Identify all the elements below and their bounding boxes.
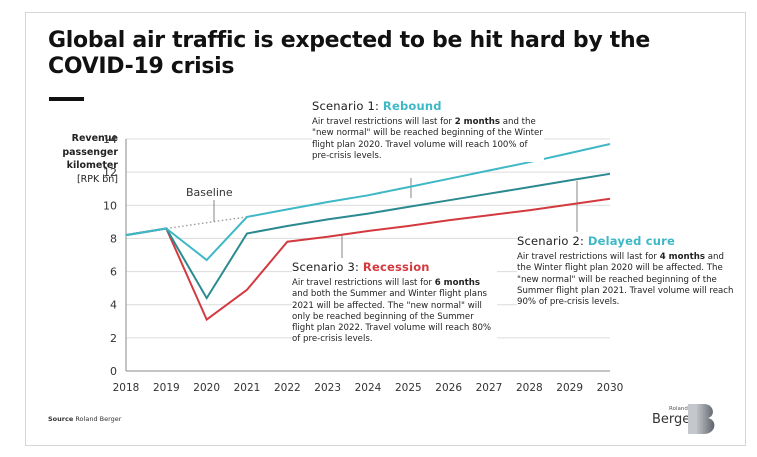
- x-tick-label: 2025: [395, 382, 422, 394]
- y-tick-label: 14: [103, 133, 117, 146]
- y-tick-label: 10: [103, 199, 117, 212]
- series-lines: [125, 143, 611, 322]
- x-tick-label: 2027: [476, 382, 503, 394]
- scenario2-text-after: and the Winter flight plan 2020 will be …: [517, 252, 734, 308]
- source-value: Roland Berger: [75, 415, 122, 423]
- y-tick-label: 8: [110, 232, 117, 245]
- series-line-rebound: [125, 143, 611, 262]
- title-rule: [49, 97, 84, 101]
- x-tick-label: 2023: [314, 382, 341, 394]
- scenario3-description: Air travel restrictions will last for 6 …: [292, 278, 497, 346]
- series-line-baseline: [166, 216, 248, 230]
- baseline-label: Baseline: [186, 186, 233, 199]
- scenario3-text-after: and both the Summer and Winter flight pl…: [292, 289, 492, 345]
- series-line-recession: [125, 197, 611, 322]
- x-tick-label: 2029: [556, 382, 583, 394]
- scenario3-name: Recession: [362, 260, 430, 274]
- scenario1-text-before: Air travel restrictions will last for: [312, 117, 455, 127]
- y-tick-label: 0: [110, 365, 117, 378]
- y-axis-label-line3: kilometer: [66, 160, 118, 171]
- y-axis-label: Revenue passenger kilometer [RPK bn]: [56, 132, 118, 186]
- y-tick-labels: 0 2 4 6 8 10 12 14: [103, 133, 117, 378]
- scenario2-description: Air travel restrictions will last for 4 …: [517, 252, 737, 308]
- series-line-delayed: [125, 172, 611, 301]
- scenario1-duration: 2 months: [454, 117, 500, 127]
- annotation-scenario1: Scenario 1: Rebound Air travel restricti…: [312, 99, 544, 163]
- y-axis-label-unit: [RPK bn]: [76, 173, 118, 185]
- scenario2-text-before: Air travel restrictions will last for: [517, 252, 660, 262]
- y-tick-label: 2: [110, 332, 117, 345]
- scenario3-text-before: Air travel restrictions will last for: [292, 278, 435, 288]
- roland-berger-logo-icon: [688, 404, 715, 434]
- annotation-scenario2: Scenario 2: Delayed cure Air travel rest…: [517, 234, 737, 309]
- y-axis-label-line1: Revenue: [71, 133, 118, 144]
- scenario1-heading: Scenario 1: Rebound: [312, 99, 544, 114]
- chart-title: Global air traffic is expected to be hit…: [48, 28, 650, 79]
- logo-text: Berger: [652, 412, 696, 427]
- scenario2-duration: 4 months: [659, 252, 705, 262]
- scenario2-heading: Scenario 2: Delayed cure: [517, 234, 737, 249]
- scenario1-description: Air travel restrictions will last for 2 …: [312, 117, 544, 162]
- source-label: Source: [48, 415, 74, 423]
- y-tick-label: 4: [110, 299, 117, 312]
- x-tick-labels: 2018 2019 2020 2021 2022 2023 2024 2025 2026 2027…: [113, 382, 624, 394]
- annotation-scenario3: Scenario 3: Recession Air travel restric…: [292, 260, 497, 346]
- scenario3-heading: Scenario 3: Recession: [292, 260, 497, 275]
- y-tick-label: 12: [103, 166, 117, 179]
- x-tick-label: 2019: [153, 382, 180, 394]
- y-axis-label-line2: passenger: [62, 146, 118, 158]
- x-tick-label: 2020: [193, 382, 220, 394]
- scenario2-prefix: Scenario 2:: [517, 234, 588, 248]
- x-tick-label: 2018: [113, 382, 140, 394]
- x-tick-label: 2024: [355, 382, 382, 394]
- x-tick-label: 2028: [516, 382, 543, 394]
- source-note: Source Roland Berger: [48, 415, 121, 423]
- logo-small-text: Roland: [669, 406, 688, 412]
- scenario1-prefix: Scenario 1:: [312, 99, 383, 113]
- annotation-leader-lines: [213, 178, 578, 258]
- x-tick-label: 2021: [234, 382, 261, 394]
- scenario1-text-after: and the "new normal" will be reached beg…: [312, 117, 543, 161]
- x-tick-label: 2030: [597, 382, 624, 394]
- x-tick-label: 2026: [435, 382, 462, 394]
- y-tick-label: 6: [110, 266, 117, 279]
- scenario3-duration: 6 months: [434, 278, 480, 288]
- x-tick-label: 2022: [274, 382, 301, 394]
- scenario1-name: Rebound: [382, 99, 442, 113]
- scenario3-prefix: Scenario 3:: [292, 260, 363, 274]
- scenario2-name: Delayed cure: [587, 234, 676, 248]
